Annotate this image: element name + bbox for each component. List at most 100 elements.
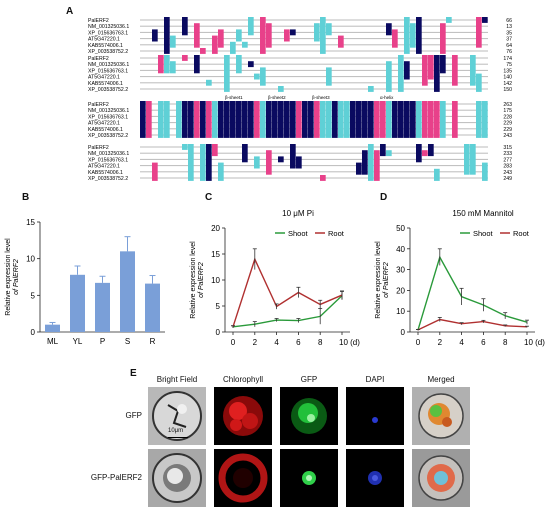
conservation-column bbox=[266, 23, 272, 48]
conservation-column bbox=[440, 101, 446, 138]
y-axis-label-line: of PalERF2 bbox=[198, 262, 205, 298]
conservation-column bbox=[296, 156, 302, 169]
x-tick-label: 0 bbox=[231, 338, 236, 347]
conservation-column bbox=[386, 23, 392, 36]
sequence-name: PalERF2 bbox=[88, 102, 109, 108]
conservation-column bbox=[416, 17, 422, 54]
x-tick-label: 2 bbox=[253, 338, 258, 347]
conservation-column bbox=[368, 86, 374, 92]
conservation-column bbox=[362, 150, 368, 175]
conservation-column bbox=[158, 101, 164, 138]
sequence-position: 229 bbox=[503, 127, 512, 133]
sequence-name: AT5G47220.1 bbox=[88, 121, 120, 127]
conservation-column bbox=[224, 101, 230, 138]
conservation-column bbox=[338, 101, 344, 138]
y-tick-label: 20 bbox=[211, 224, 220, 233]
sequence-name: PalERF2 bbox=[88, 56, 109, 62]
x-tick-label: YL bbox=[73, 337, 83, 346]
conservation-column bbox=[164, 101, 170, 138]
col-header-merged: Merged bbox=[427, 375, 455, 384]
sequence-residues bbox=[140, 88, 488, 90]
conservation-column bbox=[242, 144, 248, 163]
conservation-column bbox=[452, 101, 458, 138]
conservation-column bbox=[290, 101, 296, 138]
sequence-residues bbox=[140, 82, 488, 84]
sequence-position: 135 bbox=[503, 68, 512, 74]
y-axis-label-line: Relative expression level bbox=[375, 241, 382, 319]
conservation-column bbox=[248, 17, 254, 36]
legend-label: Shoot bbox=[473, 229, 494, 238]
conservation-column bbox=[188, 101, 194, 138]
sequence-position: 229 bbox=[503, 121, 512, 127]
col-header-chlorophyll: Chlorophyll bbox=[222, 375, 264, 384]
chart-title: 10 μM Pi bbox=[282, 209, 314, 218]
y-axis-label-line: Relative expression level bbox=[190, 241, 197, 319]
conservation-column bbox=[386, 101, 392, 138]
x-tick-label: 10 (d) bbox=[524, 338, 545, 347]
conservation-column bbox=[194, 55, 200, 74]
panel-label-e: E bbox=[130, 368, 137, 379]
conservation-column bbox=[230, 41, 236, 54]
conservation-column bbox=[164, 17, 170, 54]
conservation-column bbox=[206, 101, 212, 138]
col-header-gfp: GFP bbox=[300, 375, 318, 384]
conservation-column bbox=[170, 61, 176, 74]
image-gfp-gfp bbox=[280, 387, 338, 445]
sequence-position: 150 bbox=[503, 87, 512, 93]
sequence-name: KAB5574006.1 bbox=[88, 43, 123, 49]
conservation-column bbox=[260, 17, 266, 54]
sequence-position: 175 bbox=[503, 108, 512, 114]
conservation-column bbox=[146, 101, 152, 138]
conservation-column bbox=[392, 29, 398, 48]
sequence-residues bbox=[140, 63, 488, 65]
conservation-column bbox=[212, 144, 218, 157]
conservation-column bbox=[398, 101, 404, 138]
conservation-column bbox=[182, 55, 188, 61]
conservation-column bbox=[284, 101, 290, 138]
legend-label: Root bbox=[328, 229, 345, 238]
sequence-name: PalERF2 bbox=[88, 145, 109, 151]
sequence-residues bbox=[140, 158, 488, 160]
sequence-name: KAB5574006.1 bbox=[88, 81, 123, 87]
conservation-column bbox=[302, 101, 308, 138]
scale-bar bbox=[168, 437, 188, 438]
sequence-name: AT5G47220.1 bbox=[88, 75, 120, 81]
conservation-column bbox=[206, 79, 212, 86]
conservation-column bbox=[266, 150, 272, 175]
conservation-column bbox=[392, 101, 398, 138]
bar bbox=[145, 283, 160, 332]
conservation-column bbox=[254, 156, 260, 169]
conservation-column bbox=[212, 101, 218, 138]
conservation-column bbox=[422, 101, 428, 138]
y-tick-label: 30 bbox=[396, 266, 405, 275]
conservation-column bbox=[428, 144, 434, 157]
conservation-column bbox=[242, 101, 248, 138]
sequence-alignment: PalERF2 66 NM_001325036.1 13 XP_015636763.1 3… bbox=[88, 17, 512, 182]
image-palerf2-dapi bbox=[346, 449, 404, 507]
conservation-column bbox=[158, 55, 164, 74]
alignment-block: PalERF2 66 NM_001325036.1 13 XP_015636763.1 3… bbox=[88, 17, 512, 55]
legend-label: Root bbox=[513, 229, 530, 238]
conservation-column bbox=[386, 61, 392, 92]
conservation-column bbox=[152, 29, 158, 42]
sequence-position: 37 bbox=[506, 37, 512, 43]
image-gfp-chlorophyll bbox=[214, 387, 272, 445]
conservation-column bbox=[290, 144, 296, 169]
conservation-column bbox=[278, 156, 284, 163]
conservation-column bbox=[218, 101, 224, 138]
conservation-column bbox=[194, 101, 200, 138]
y-tick-label: 10 bbox=[211, 276, 220, 285]
y-tick-label: 0 bbox=[401, 328, 406, 337]
sequence-name: AT5G47220.1 bbox=[88, 37, 120, 43]
y-axis-label: Relative expression levelof PalERF2 bbox=[190, 241, 205, 319]
conservation-column bbox=[218, 29, 224, 48]
bar bbox=[120, 251, 135, 332]
sequence-position: 228 bbox=[503, 114, 512, 120]
conservation-column bbox=[428, 101, 434, 138]
conservation-column bbox=[164, 55, 170, 74]
conservation-column bbox=[404, 17, 410, 54]
sequence-position: 277 bbox=[503, 157, 512, 163]
x-tick-label: 0 bbox=[416, 338, 421, 347]
conservation-column bbox=[440, 23, 446, 54]
series-line-root bbox=[417, 318, 528, 331]
